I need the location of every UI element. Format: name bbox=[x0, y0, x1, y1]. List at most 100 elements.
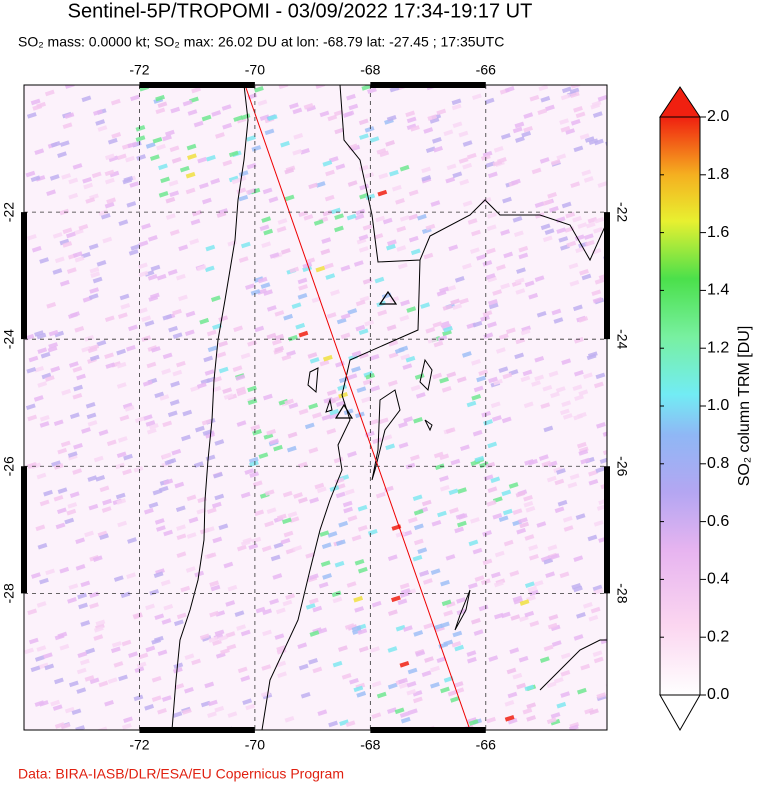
so2-pixel bbox=[445, 554, 456, 561]
so2-pixel bbox=[472, 429, 483, 437]
so2-pixel bbox=[250, 424, 261, 431]
so2-pixel bbox=[261, 545, 272, 552]
so2-pixel bbox=[596, 422, 606, 429]
so2-pixel bbox=[223, 561, 234, 569]
so2-pixel bbox=[72, 366, 83, 373]
so2-pixel bbox=[556, 153, 567, 161]
so2-pixel bbox=[544, 228, 555, 235]
so2-pixel bbox=[66, 267, 77, 274]
so2-pixel bbox=[193, 120, 204, 128]
so2-pixel bbox=[85, 197, 96, 204]
so2-pixel bbox=[470, 517, 480, 524]
so2-pixel bbox=[331, 207, 341, 215]
so2-pixel bbox=[172, 711, 183, 718]
so2-pixel bbox=[378, 417, 389, 425]
so2-pixel bbox=[57, 631, 68, 639]
so2-pixel bbox=[573, 555, 584, 562]
so2-pixel bbox=[378, 172, 389, 180]
so2-pixel bbox=[242, 698, 253, 706]
subtitle: SO₂ mass: 0.0000 kt; SO₂ max: 26.02 DU a… bbox=[18, 34, 504, 50]
so2-pixel bbox=[227, 711, 238, 718]
so2-pixel bbox=[71, 708, 82, 716]
so2-pixel bbox=[469, 247, 480, 254]
so2-pixel bbox=[208, 636, 219, 643]
so2-pixel bbox=[271, 338, 282, 346]
so2-pixel bbox=[206, 552, 217, 559]
so2-pixel bbox=[78, 602, 88, 610]
so2-pixel bbox=[459, 297, 469, 305]
so2-pixel bbox=[529, 553, 539, 561]
so2-pixel bbox=[298, 663, 309, 671]
so2-pixel bbox=[364, 172, 375, 179]
so2-pixel bbox=[151, 675, 162, 683]
so2-pixel bbox=[30, 175, 41, 183]
so2-pixel bbox=[352, 628, 362, 635]
so2-pixel bbox=[156, 143, 166, 151]
so2-pixel bbox=[57, 487, 68, 494]
so2-pixel bbox=[376, 691, 387, 699]
so2-pixel bbox=[308, 658, 318, 665]
colorbar-tick-label: 2.0 bbox=[707, 108, 729, 125]
so2-pixel bbox=[451, 103, 462, 111]
so2-pixel bbox=[400, 716, 411, 724]
so2-pixel bbox=[113, 661, 124, 668]
so2-pixel bbox=[434, 463, 445, 470]
so2-pixel bbox=[416, 213, 427, 221]
so2-pixel bbox=[185, 566, 196, 573]
colorbar-label: SO₂ column TRM [DU] bbox=[736, 326, 753, 487]
so2-pixel bbox=[523, 401, 534, 409]
so2-pixel bbox=[342, 500, 353, 508]
so2-pixel bbox=[488, 302, 499, 310]
colorbar bbox=[659, 116, 701, 696]
so2-pixel bbox=[104, 352, 114, 360]
so2-pixel bbox=[309, 630, 320, 637]
so2-pixel bbox=[105, 362, 116, 369]
so2-pixel bbox=[34, 330, 44, 337]
so2-pixel bbox=[305, 552, 316, 559]
so2-pixel bbox=[361, 85, 372, 91]
so2-pixel bbox=[220, 648, 230, 655]
so2-pixel bbox=[471, 358, 481, 366]
so2-pixel bbox=[172, 369, 183, 377]
so2-pixel bbox=[347, 308, 358, 315]
so2-pixel bbox=[518, 252, 529, 260]
so2-pixel bbox=[157, 707, 167, 715]
so2-pixel bbox=[440, 686, 450, 694]
so2-pixel bbox=[457, 513, 468, 520]
so2-pixel bbox=[504, 700, 515, 707]
so2-pixel bbox=[156, 273, 167, 281]
so2-pixel bbox=[98, 680, 109, 688]
so2-pixel bbox=[399, 215, 410, 222]
so2-pixel bbox=[520, 328, 531, 336]
so2-pixel bbox=[250, 187, 261, 195]
so2-pixel bbox=[347, 180, 358, 187]
so2-pixel bbox=[223, 393, 234, 400]
so2-pixel bbox=[323, 262, 334, 270]
so2-pixel bbox=[115, 492, 126, 500]
so2-pixel bbox=[80, 620, 91, 627]
so2-pixel bbox=[454, 644, 465, 652]
so2-pixel bbox=[453, 681, 464, 688]
so2-pixel bbox=[264, 489, 275, 496]
so2-pixel bbox=[176, 612, 187, 620]
so2-pixel bbox=[322, 573, 332, 580]
so2-pixel bbox=[526, 702, 537, 709]
so2-pixel bbox=[412, 554, 423, 562]
so2-pixel bbox=[343, 506, 354, 514]
so2-pixel bbox=[334, 213, 344, 220]
so2-pixel bbox=[394, 707, 405, 715]
so2-pixel bbox=[138, 262, 148, 270]
so2-pixel bbox=[515, 490, 526, 498]
so2-pixel bbox=[128, 651, 138, 658]
colorbar-extend-bottom bbox=[659, 694, 701, 732]
so2-pixel bbox=[214, 705, 225, 713]
so2-pixel bbox=[113, 575, 124, 582]
so2-pixel bbox=[123, 453, 133, 461]
so2-pixel bbox=[503, 251, 514, 259]
so2-pixel bbox=[158, 485, 169, 493]
so2-pixel bbox=[440, 579, 450, 587]
so2-pixel bbox=[498, 333, 509, 340]
so2-pixel bbox=[458, 130, 469, 138]
so2-pixel bbox=[558, 236, 569, 243]
